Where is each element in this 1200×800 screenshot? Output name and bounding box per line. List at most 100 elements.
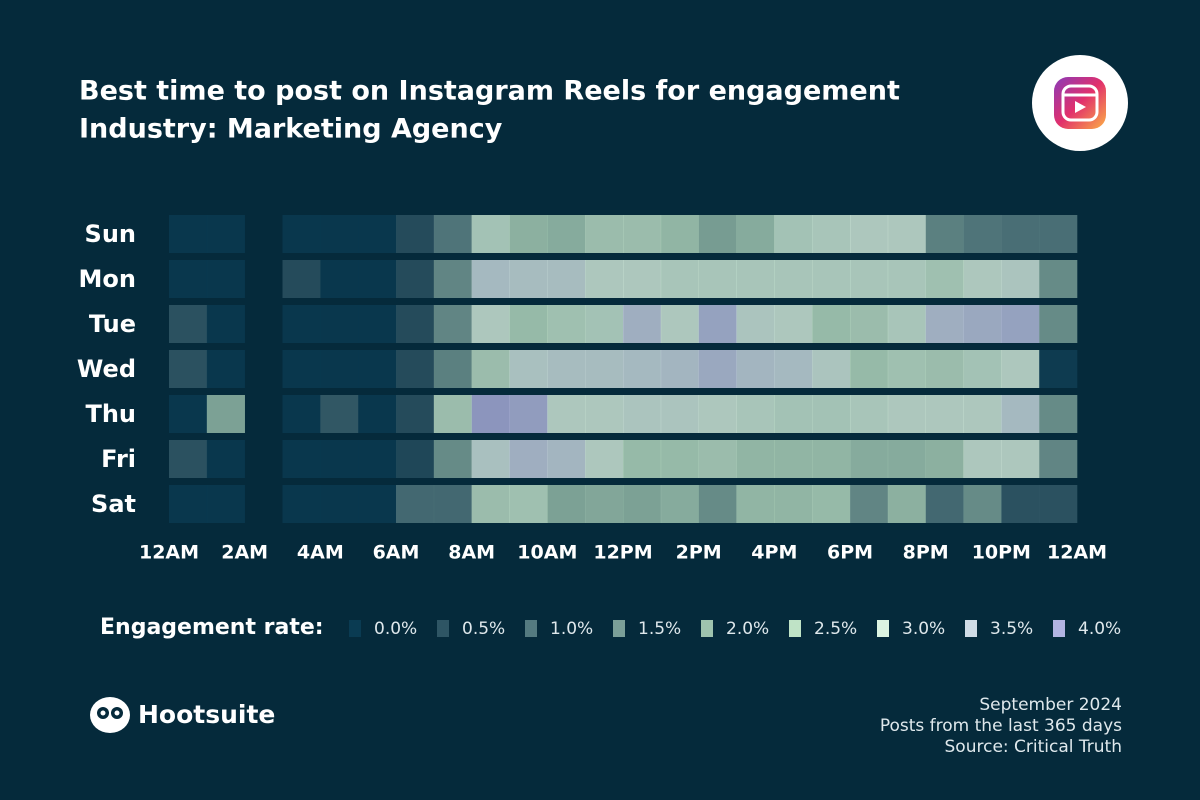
heatmap-cell — [1039, 350, 1078, 388]
heatmap-cell — [774, 350, 813, 388]
legend-label: 0.0% — [374, 619, 417, 639]
heatmap-cell — [471, 440, 510, 478]
heatmap-cell — [736, 305, 775, 343]
heatmap-cell — [623, 485, 662, 523]
legend-label: 0.5% — [462, 619, 505, 639]
heatmap-cell — [169, 440, 208, 478]
x-tick-label: 12PM — [593, 542, 652, 564]
legend-swatch — [349, 620, 361, 637]
heatmap-cell — [509, 350, 548, 388]
heatmap-cell — [433, 305, 472, 343]
heatmap-cell — [585, 395, 624, 433]
heatmap-cell — [585, 260, 624, 298]
heatmap-cell — [698, 260, 737, 298]
heatmap-cell — [433, 350, 472, 388]
heatmap-cell — [547, 260, 586, 298]
heatmap-cell — [282, 440, 321, 478]
heatmap-cell — [925, 215, 964, 253]
heatmap-cell — [433, 260, 472, 298]
heatmap-cell — [1039, 485, 1078, 523]
heatmap-cell — [433, 215, 472, 253]
heatmap-cell — [509, 215, 548, 253]
heatmap-cell — [812, 395, 851, 433]
instagram-reels-icon — [1032, 55, 1128, 151]
heatmap-cell — [358, 305, 397, 343]
heatmap-cell — [623, 215, 662, 253]
brand: Hootsuite — [138, 700, 275, 729]
x-tick-label: 12AM — [1047, 542, 1107, 564]
y-tick-label: Fri — [101, 445, 136, 473]
heatmap-cell — [320, 350, 359, 388]
heatmap-cell — [169, 260, 208, 298]
heatmap-cell — [1001, 350, 1040, 388]
heatmap-cell — [925, 305, 964, 343]
heatmap-cell — [282, 395, 321, 433]
heatmap-cell — [850, 485, 889, 523]
heatmap-cell — [850, 215, 889, 253]
legend-label: 3.0% — [902, 619, 945, 639]
legend-swatch — [525, 620, 537, 637]
heatmap-cell — [963, 395, 1002, 433]
heatmap-cell — [1001, 260, 1040, 298]
hootsuite-logo — [90, 697, 130, 733]
heatmap-cell — [169, 215, 208, 253]
heatmap-cell — [623, 395, 662, 433]
heatmap-cell — [963, 305, 1002, 343]
heatmap-cell — [358, 440, 397, 478]
heatmap-cell — [660, 305, 699, 343]
heatmap-cell — [206, 395, 245, 433]
heatmap-cell — [320, 485, 359, 523]
legend-label: 1.5% — [638, 619, 681, 639]
legend-label: 1.0% — [550, 619, 593, 639]
heatmap-cell — [433, 485, 472, 523]
heatmap-cell — [169, 485, 208, 523]
heatmap-cell — [585, 305, 624, 343]
heatmap-cell — [887, 305, 926, 343]
heatmap-cell — [396, 305, 435, 343]
legend-swatch — [877, 620, 889, 637]
heatmap-cell — [698, 305, 737, 343]
heatmap-cell — [812, 440, 851, 478]
heatmap-cell — [660, 215, 699, 253]
heatmap-cell — [850, 305, 889, 343]
heatmap-cell — [396, 215, 435, 253]
x-tick-label: 2AM — [221, 542, 268, 564]
heatmap-cell — [1001, 395, 1040, 433]
heatmap-cell — [963, 215, 1002, 253]
heatmap-cell — [698, 350, 737, 388]
heatmap-cell — [660, 485, 699, 523]
heatmap-cell — [1039, 440, 1078, 478]
heatmap-cell — [547, 440, 586, 478]
y-tick-label: Wed — [77, 355, 136, 383]
legend-label: 2.5% — [814, 619, 857, 639]
x-tick-label: 10AM — [517, 542, 577, 564]
heatmap-cell — [887, 440, 926, 478]
heatmap-cell — [736, 395, 775, 433]
heatmap-cell — [320, 395, 359, 433]
heatmap-cell — [736, 485, 775, 523]
heatmap-cell — [698, 395, 737, 433]
legend-swatch — [437, 620, 449, 637]
legend-swatch — [613, 620, 625, 637]
heatmap-cell — [433, 395, 472, 433]
heatmap-cell — [396, 260, 435, 298]
heatmap-cell — [736, 215, 775, 253]
heatmap-cell — [698, 485, 737, 523]
heatmap-cell — [169, 395, 208, 433]
footer-line: September 2024 — [979, 695, 1122, 715]
chart-subtitle: Industry: Marketing Agency — [79, 114, 503, 145]
heatmap-cell — [660, 395, 699, 433]
heatmap-cell — [471, 485, 510, 523]
heatmap-cell — [471, 305, 510, 343]
heatmap-cell — [1039, 215, 1078, 253]
heatmap-cell — [660, 260, 699, 298]
heatmap-cell — [850, 440, 889, 478]
heatmap-cell — [698, 440, 737, 478]
legend-label: 3.5% — [990, 619, 1033, 639]
heatmap-cell — [320, 305, 359, 343]
heatmap-cell — [887, 350, 926, 388]
heatmap-cell — [471, 260, 510, 298]
legend-title: Engagement rate: — [100, 615, 324, 640]
heatmap-cell — [1001, 485, 1040, 523]
heatmap-cell — [509, 305, 548, 343]
